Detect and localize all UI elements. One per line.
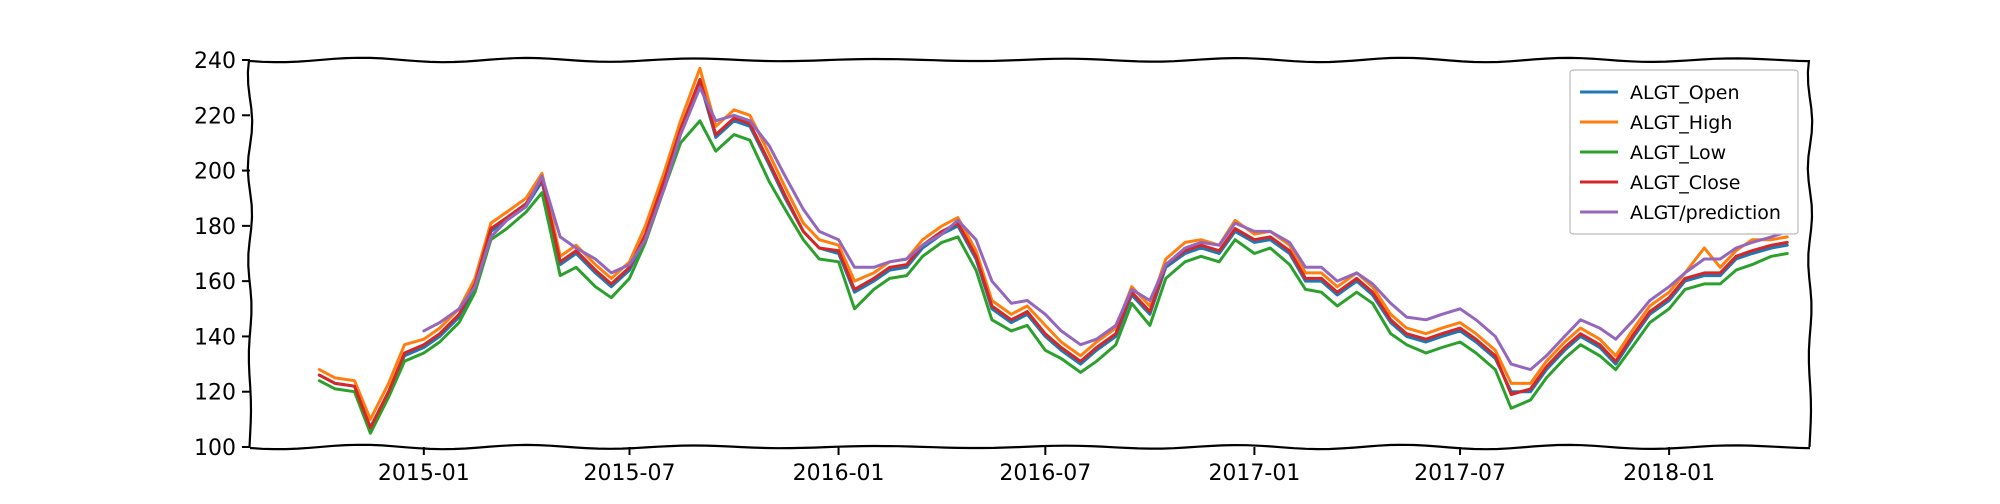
y-axis-line	[246, 59, 254, 448]
legend-box	[1569, 69, 1799, 235]
series-line-algt-close	[317, 77, 1789, 430]
y-tick-label: 160	[194, 270, 236, 295]
series-line-algt-high	[317, 66, 1789, 421]
axis-top-spine	[249, 56, 1811, 64]
x-tick-label: 2017-07	[1414, 461, 1506, 486]
legend-label-algt-low: ALGT_Low	[1630, 142, 1726, 164]
x-tick-label: 2015-01	[378, 461, 470, 486]
legend-label-algt-prediction: ALGT/prediction	[1630, 202, 1781, 224]
axis-right-spine	[1806, 59, 1814, 448]
legend-label-algt-open: ALGT_Open	[1630, 82, 1739, 104]
series-line-algt-open	[317, 80, 1789, 430]
x-axis-line	[249, 443, 1811, 451]
y-tick-label: 140	[194, 325, 236, 350]
y-tick-label: 120	[194, 381, 236, 406]
y-tick-label: 200	[194, 160, 236, 185]
x-tick-label: 2016-01	[793, 461, 885, 486]
y-tick-label: 240	[194, 49, 236, 74]
x-tick-label: 2015-07	[584, 461, 676, 486]
axes-layer: 100 120 140 160 180 200 220 240 2015-01 2015-07 20…	[194, 49, 1814, 486]
series-layer	[317, 66, 1789, 435]
legend-label-algt-close: ALGT_Close	[1630, 172, 1741, 194]
x-tick-label: 2016-07	[999, 461, 1091, 486]
x-tick-label: 2018-01	[1623, 461, 1715, 486]
legend: ALGT_Open ALGT_High ALGT_Low ALGT_Close ALGT…	[1569, 69, 1799, 235]
series-line-algt-prediction	[422, 86, 1789, 372]
series-line-algt-low	[317, 119, 1789, 435]
y-tick-label: 180	[194, 215, 236, 240]
legend-label-algt-high: ALGT_High	[1630, 112, 1732, 134]
x-tick-label: 2017-01	[1208, 461, 1300, 486]
y-tick-label: 220	[194, 104, 236, 129]
y-tick-label: 100	[194, 436, 236, 461]
